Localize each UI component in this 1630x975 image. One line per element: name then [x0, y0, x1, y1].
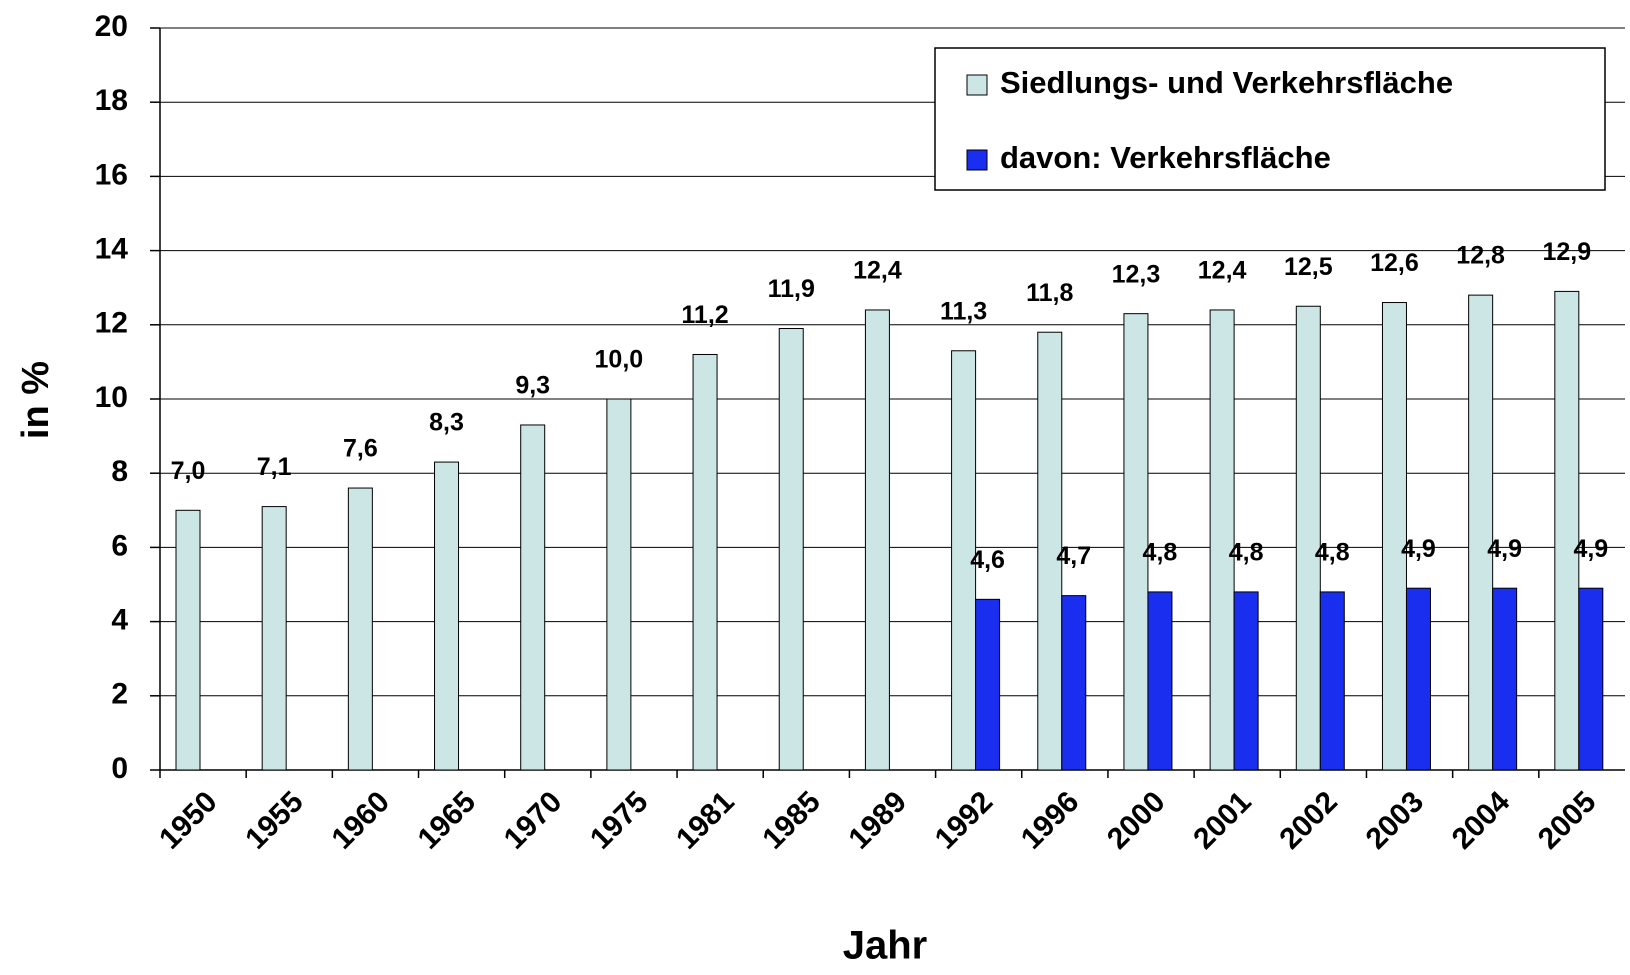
- y-tick-label: 6: [111, 529, 128, 562]
- y-tick-label: 14: [95, 233, 129, 266]
- x-tick-label: 1985: [756, 785, 827, 856]
- bar: [261, 506, 287, 771]
- bar: [1319, 591, 1345, 771]
- x-tick-label: 1989: [843, 785, 914, 856]
- bar: [1492, 587, 1518, 771]
- bar: [1147, 591, 1173, 771]
- bar: [1233, 591, 1259, 771]
- x-tick-label: 1981: [670, 785, 741, 856]
- value-label: 4,8: [1229, 539, 1264, 567]
- legend-label: Siedlungs- und Verkehrsfläche: [1000, 65, 1453, 100]
- y-tick-label: 10: [95, 381, 128, 414]
- value-label: 12,5: [1284, 253, 1333, 281]
- bar: [1037, 331, 1063, 771]
- bar: [1061, 595, 1087, 771]
- value-label: 12,9: [1542, 238, 1591, 266]
- bar: [434, 461, 460, 771]
- legend-label: davon: Verkehrsfläche: [1000, 140, 1331, 175]
- value-label: 4,9: [1487, 535, 1522, 563]
- bar: [1554, 290, 1580, 771]
- x-tick-label: 1955: [239, 785, 310, 856]
- x-tick-label: 1996: [1015, 785, 1086, 856]
- bar: [951, 350, 977, 771]
- x-tick-label: 1975: [584, 785, 655, 856]
- y-tick-label: 16: [95, 158, 128, 191]
- y-tick-label: 4: [111, 604, 128, 637]
- value-label: 12,4: [853, 257, 902, 285]
- x-tick-label: 2004: [1446, 785, 1517, 856]
- bar: [864, 309, 890, 771]
- value-label: 11,8: [1026, 279, 1073, 307]
- x-tick-label: 1950: [153, 785, 224, 856]
- x-axis-title: Jahr: [843, 924, 928, 968]
- x-tick-label: 1960: [325, 785, 396, 856]
- bar: [1578, 587, 1604, 771]
- value-label: 7,0: [171, 457, 206, 485]
- value-label: 11,3: [940, 297, 987, 325]
- bar: [1405, 587, 1431, 771]
- value-label: 7,1: [257, 453, 292, 481]
- legend-swatch: [966, 74, 988, 96]
- bar: [1381, 302, 1407, 771]
- value-label: 4,8: [1143, 539, 1178, 567]
- bar: [1295, 305, 1321, 771]
- y-tick-label: 2: [111, 678, 128, 711]
- value-label: 11,2: [681, 301, 728, 329]
- x-tick-label: 1965: [412, 785, 483, 856]
- bar: [175, 509, 201, 771]
- bar: [975, 598, 1001, 771]
- value-label: 9,3: [515, 372, 550, 400]
- y-tick-label: 18: [95, 84, 128, 117]
- value-label: 12,3: [1112, 260, 1161, 288]
- y-tick-label: 20: [95, 10, 128, 43]
- x-tick-label: 1970: [498, 785, 569, 856]
- value-label: 12,6: [1370, 249, 1419, 277]
- bar: [606, 398, 632, 771]
- value-label: 8,3: [429, 409, 464, 437]
- value-label: 7,6: [343, 435, 378, 463]
- x-tick-label: 2001: [1187, 785, 1258, 856]
- x-tick-label: 2000: [1101, 785, 1172, 856]
- bar: [1209, 309, 1235, 771]
- value-label: 4,6: [970, 546, 1005, 574]
- bar: [692, 353, 718, 771]
- legend-swatch: [966, 149, 988, 171]
- value-label: 12,4: [1198, 257, 1247, 285]
- legend-box: [934, 47, 1606, 191]
- x-tick-label: 1992: [929, 785, 1000, 856]
- bar: [520, 424, 546, 771]
- y-tick-label: 12: [95, 307, 128, 340]
- value-label: 4,8: [1315, 539, 1350, 567]
- y-tick-label: 0: [111, 752, 128, 785]
- value-label: 4,7: [1056, 542, 1091, 570]
- bar: [778, 328, 804, 771]
- value-label: 11,9: [768, 275, 815, 303]
- y-axis-title: in %: [15, 361, 57, 439]
- bar: [1468, 294, 1494, 771]
- x-tick-label: 2005: [1532, 785, 1603, 856]
- value-label: 10,0: [595, 346, 644, 374]
- bar: [1123, 313, 1149, 771]
- x-tick-label: 2003: [1360, 785, 1431, 856]
- value-label: 4,9: [1573, 535, 1608, 563]
- bar: [347, 487, 373, 771]
- value-label: 12,8: [1456, 242, 1505, 270]
- value-label: 4,9: [1401, 535, 1436, 563]
- y-tick-label: 8: [111, 455, 128, 488]
- x-tick-label: 2002: [1273, 785, 1344, 856]
